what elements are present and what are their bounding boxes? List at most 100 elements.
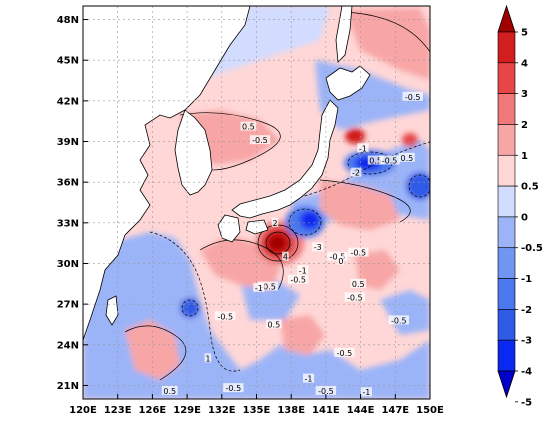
lat-tick-label: 30N xyxy=(57,259,79,270)
taiwan xyxy=(105,295,119,326)
shikoku xyxy=(245,219,269,235)
contour-label: -0.5 xyxy=(226,384,242,393)
lat-tick-label: 36N xyxy=(57,178,79,189)
contour-label: 0.5 xyxy=(400,154,413,163)
contour-label: 0.5 xyxy=(369,156,382,165)
colorbar-min-triangle xyxy=(497,370,516,399)
contour-label: 0 xyxy=(338,257,343,266)
colorbar-segment xyxy=(497,154,516,187)
strong-negative-core xyxy=(180,298,200,318)
colorbar-segment xyxy=(497,278,516,310)
contour-label-bg xyxy=(257,281,279,291)
strong-negative-core xyxy=(406,172,430,200)
colorbar-label: -4 xyxy=(521,367,532,378)
lat-tick-label: 33N xyxy=(57,218,79,229)
strong-positive-core xyxy=(345,128,365,144)
colorbar-max-triangle xyxy=(497,4,516,33)
honshu xyxy=(231,99,339,219)
lon-tick-label: 141E xyxy=(312,405,340,416)
contour-label: -2 xyxy=(352,169,360,178)
strong-positive-core xyxy=(402,133,418,147)
contour-label: -0.5 xyxy=(290,276,306,285)
contour-label: -0.5 xyxy=(217,312,233,321)
contour-label-bg xyxy=(350,278,367,288)
contour-label-bg xyxy=(360,387,372,397)
contour-label: -0.5 xyxy=(330,253,346,262)
contour-label-bg xyxy=(265,319,282,329)
colorbar-segment xyxy=(497,124,516,156)
contour-label-bg xyxy=(388,315,409,325)
colorbar-segment xyxy=(497,247,516,279)
colorbar-label: 3 xyxy=(521,89,528,100)
contour-label-bg xyxy=(282,251,289,261)
colorbar-segment xyxy=(497,185,516,218)
contour-label: -1 xyxy=(359,144,367,153)
contour-label-bg xyxy=(240,121,257,131)
longitude-axis: 120E 123E 126E 129E 132E 135E 138E 141E 144E 147E… xyxy=(69,394,444,416)
colorbar-label: 5 xyxy=(521,28,528,39)
contour-label: 0.5 xyxy=(163,387,176,396)
lat-tick-label: 27N xyxy=(57,300,79,311)
contour-label: 2 xyxy=(272,219,277,228)
strong-positive-core xyxy=(268,235,286,251)
lon-tick-label: 135E xyxy=(243,405,271,416)
contour-label-bg xyxy=(350,167,362,177)
colorbar-label: 0.5 xyxy=(521,182,539,193)
contour-label-bg xyxy=(204,353,212,363)
positive-anomaly-region xyxy=(345,8,430,80)
contour-label-bg xyxy=(337,255,345,265)
contour-label-bg xyxy=(215,311,236,321)
contour-label: -1 xyxy=(305,375,313,384)
contour-label: -0.5 xyxy=(252,136,268,145)
contour-label: -1 xyxy=(255,284,263,293)
positive-anomaly-region xyxy=(320,180,400,230)
contour-label: -3 xyxy=(314,243,322,252)
colorbar-label: 4 xyxy=(521,58,528,69)
colorbar: 5 4 3 2 1 0.5 0 -0.5 -1 -2 -3 -4 -5 xyxy=(497,4,543,408)
contour-label-bg xyxy=(297,265,309,275)
land xyxy=(83,6,371,341)
contour-label-bg xyxy=(367,155,384,165)
contour-label: 0.5 xyxy=(352,280,365,289)
map-panel: 0.5-0.5-10.5 -0.5-2-0.50.524-3-0.50-0.5-1… xyxy=(83,6,430,399)
anomaly-field xyxy=(83,6,430,399)
contour-label: -0.5 xyxy=(382,156,398,165)
colorbar-label: -1 xyxy=(521,274,532,285)
contour-label-bg xyxy=(344,292,366,302)
contour-label: -1 xyxy=(299,266,307,275)
colorbar-label: -3 xyxy=(521,336,532,347)
colorbar-label: -2 xyxy=(521,305,532,316)
contour-label: 0.5 xyxy=(242,123,255,132)
contour-label-bg xyxy=(253,282,265,292)
contour-label-bg xyxy=(327,251,348,261)
lon-tick-label: 126E xyxy=(139,405,167,416)
colorbar-label: 2 xyxy=(521,120,528,131)
contour-label-bg xyxy=(271,217,279,227)
latitude-axis: 21N 24N 27N 30N 33N 36N 39N 42N 45N 48N xyxy=(57,15,88,392)
contour-label-bg xyxy=(334,347,355,357)
contour-label-bg xyxy=(161,385,178,395)
contour-label-bg xyxy=(312,242,324,252)
contour-label: -0.5 xyxy=(318,387,334,396)
contour-label: -0.5 xyxy=(337,349,353,358)
graticule xyxy=(83,6,430,399)
positive-anomaly-region xyxy=(355,250,400,290)
contour-label-bg xyxy=(223,383,244,393)
contour-label: -0.5 xyxy=(405,93,421,102)
contour-label-layer: 0.5-0.5-10.5 -0.5-2-0.50.524-3-0.50-0.5-1… xyxy=(161,91,423,397)
lat-tick-label: 42N xyxy=(57,96,79,107)
contour-label: 4 xyxy=(283,253,288,262)
contour-label: 0.5 xyxy=(267,320,280,329)
colorbar-label: 1 xyxy=(521,151,528,162)
negative-anomaly-region xyxy=(380,290,430,335)
contour-label-bg xyxy=(357,143,369,153)
contour-label-bg xyxy=(398,152,415,162)
lon-tick-label: 138E xyxy=(277,405,305,416)
contour-label: -0.5 xyxy=(391,316,407,325)
hokkaido xyxy=(325,65,371,101)
lon-tick-label: 144E xyxy=(347,405,375,416)
lat-tick-label: 24N xyxy=(57,340,79,351)
contour-label-bg xyxy=(379,155,400,165)
contour-label: -0.5 xyxy=(260,283,276,292)
